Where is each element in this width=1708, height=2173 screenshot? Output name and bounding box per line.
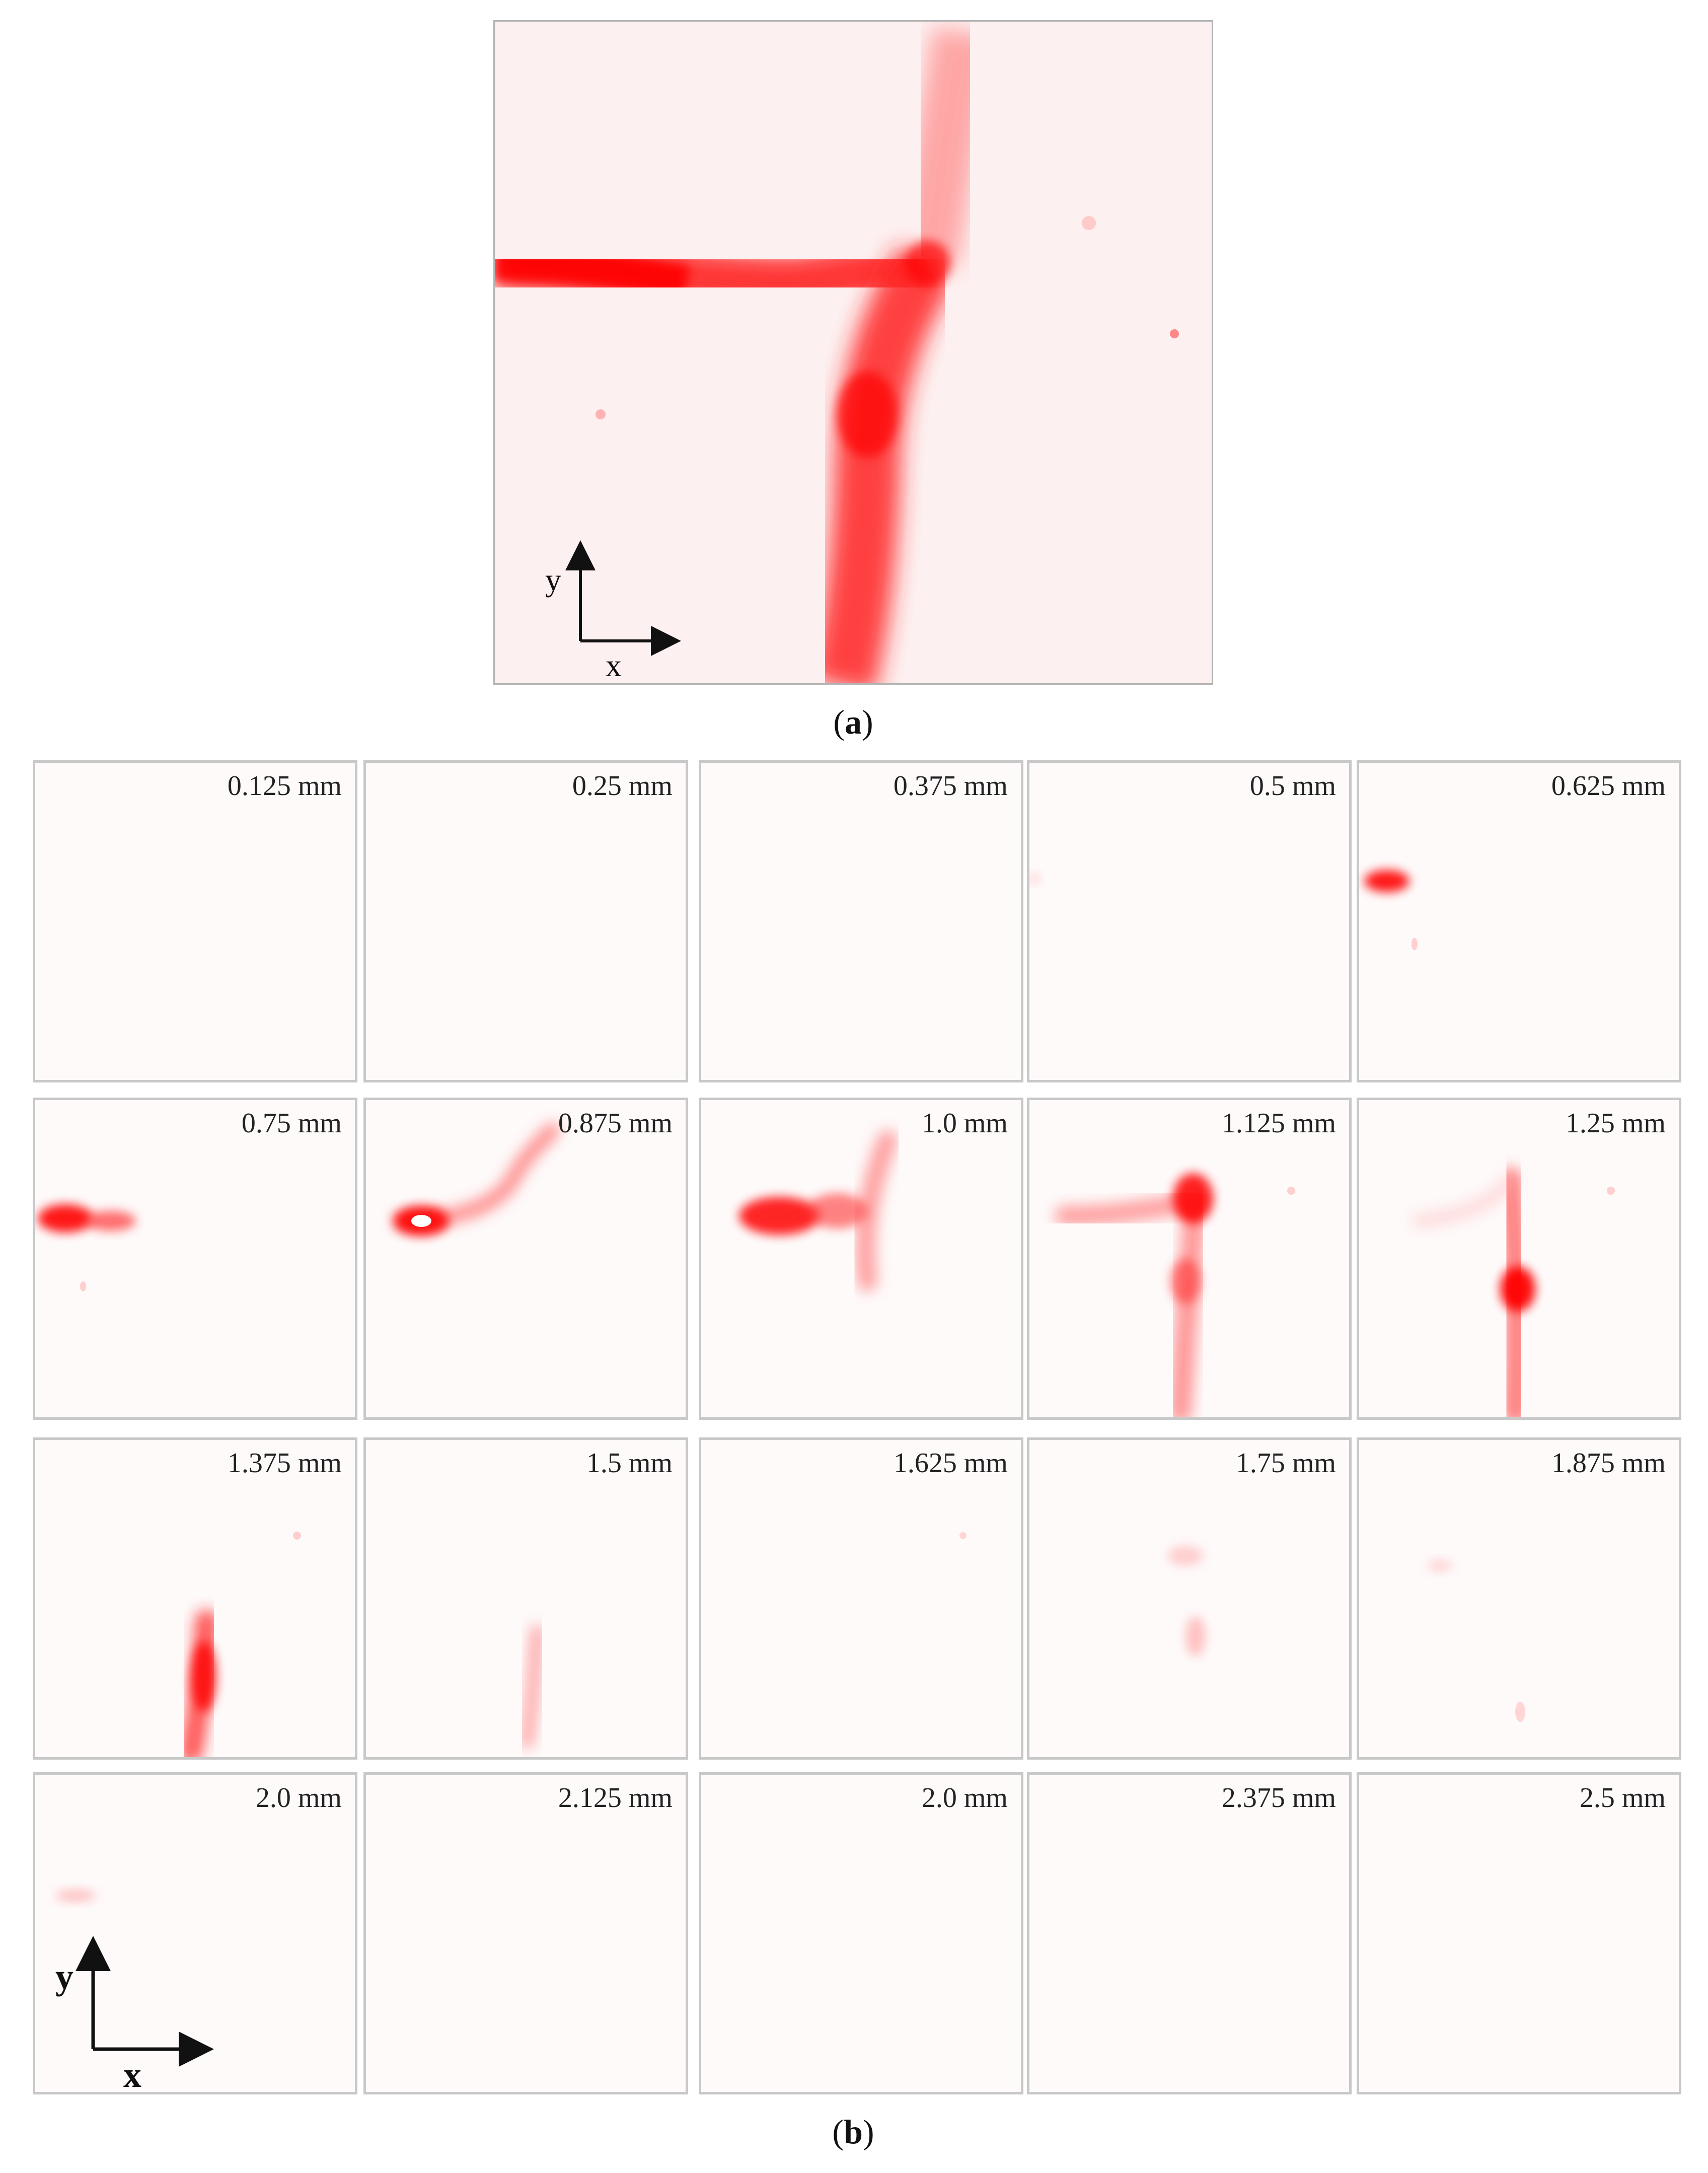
signal-spot (807, 1193, 867, 1228)
signal-spot (86, 1211, 136, 1231)
signal-spot (1185, 1616, 1206, 1656)
depth-label: 2.0 mm (921, 1782, 1008, 1814)
slice-image (394, 1123, 560, 1236)
vertical-branch-signal (810, 245, 955, 683)
depth-slice-tile: 2.375 mm (1027, 1772, 1352, 2094)
depth-slice-tile: 1.0 mm (699, 1098, 1023, 1420)
signal-spot (1170, 1259, 1201, 1304)
depth-label: 0.5 mm (1249, 770, 1336, 802)
signal-spot (293, 1532, 301, 1540)
depth-slice-tile: 1.25 mm (1357, 1098, 1681, 1420)
signal-spot (1173, 1173, 1213, 1223)
signal-spot (1607, 1187, 1615, 1195)
depth-slice-tile: 0.75 mm (33, 1098, 357, 1420)
depth-label: 2.5 mm (1579, 1782, 1666, 1814)
depth-label: 1.375 mm (227, 1447, 342, 1479)
slice-image (1427, 1560, 1525, 1722)
slice-image (701, 763, 1023, 1082)
upper-branch-signal (898, 27, 993, 268)
slice-image (1364, 870, 1418, 950)
slice-image (1029, 1775, 1352, 2094)
depth-slice-tile: 0.875 mm (363, 1098, 688, 1420)
x-axis-label: x (123, 2055, 141, 2094)
axis-indicator (76, 1936, 214, 2067)
depth-slice-tile: 1.125 mm (1027, 1098, 1352, 1420)
depth-slice-tile: 0.375 mm (699, 760, 1023, 1082)
signal-spot (1029, 874, 1039, 884)
slice-image (38, 1204, 136, 1291)
slice-image (366, 1775, 688, 2094)
signal-spot (191, 1641, 216, 1712)
signal-spot (38, 1204, 93, 1233)
depth-label: 0.125 mm (227, 770, 342, 802)
depth-label: 2.375 mm (1221, 1782, 1336, 1814)
signal-spot (1364, 870, 1409, 892)
signal-trace (855, 1130, 898, 1291)
panel-b-caption: (b) (832, 2113, 874, 2151)
depth-label: 2.125 mm (558, 1782, 673, 1814)
signal-spot (411, 1215, 431, 1227)
depth-slice-tile: 0.125 mm (33, 760, 357, 1082)
panel-a-fluorescence-map: y x (495, 27, 1179, 683)
depth-slice-tile: 2.5 mm (1357, 1772, 1681, 2094)
panel-a-caption: (a) (833, 703, 873, 741)
signal-spot (739, 1197, 820, 1235)
slice-image (521, 1625, 544, 1749)
depth-slice-tile: 2.125 mm (363, 1772, 688, 2094)
depth-label: 1.75 mm (1235, 1447, 1336, 1479)
signal-spot (1412, 938, 1418, 950)
slice-image (180, 1532, 301, 1757)
x-axis-label: x (606, 647, 622, 683)
y-axis-label: y (55, 1957, 73, 1997)
signal-spot (1515, 1702, 1525, 1722)
depth-label: 0.75 mm (241, 1108, 342, 1139)
depth-slice-tile: 1.375 mm (33, 1437, 357, 1760)
depth-slice-tile: 2.0 mm (699, 1772, 1023, 2094)
depth-label: 1.25 mm (1565, 1108, 1666, 1139)
depth-label: 1.625 mm (893, 1447, 1008, 1479)
slice-image (701, 1775, 1023, 2094)
slice-image (366, 763, 688, 1082)
signal-trace (521, 1625, 544, 1749)
depth-label: 0.625 mm (1551, 770, 1666, 802)
signal-trace (1412, 1173, 1518, 1228)
depth-label: 0.375 mm (893, 770, 1008, 802)
signal-spot (80, 1281, 86, 1291)
depth-slice-tile: 1.75 mm (1027, 1437, 1352, 1760)
depth-label: 2.0 mm (255, 1782, 342, 1814)
signal-spot (959, 1532, 967, 1539)
depth-slice-tile: 1.5 mm (363, 1437, 688, 1760)
depth-slice-tile: y x 2.0 mm (33, 1772, 357, 2094)
panel-a-image: y x (493, 20, 1213, 685)
slice-image: yx (55, 1890, 214, 2094)
signal-spot (1427, 1560, 1452, 1572)
slice-image (959, 1532, 967, 1539)
signal-spot (1287, 1187, 1295, 1195)
depth-label: 1.125 mm (1221, 1108, 1336, 1139)
depth-slice-tile: 1.875 mm (1357, 1437, 1681, 1760)
depth-slice-tile: 1.625 mm (699, 1437, 1023, 1760)
depth-slice-tile: 0.25 mm (363, 760, 688, 1082)
depth-slice-tile: 0.5 mm (1027, 760, 1352, 1082)
y-axis-label: y (545, 562, 561, 598)
slice-image (1359, 1775, 1681, 2094)
depth-label: 0.875 mm (558, 1108, 673, 1139)
slice-image (739, 1130, 898, 1291)
slice-image (1412, 1168, 1615, 1417)
signal-spot (55, 1890, 96, 1902)
slice-image (1168, 1546, 1206, 1656)
depth-label: 0.25 mm (572, 770, 673, 802)
slice-image (1029, 874, 1039, 884)
signal-trace (1169, 1189, 1207, 1417)
slice-image (1055, 1173, 1295, 1417)
depth-label: 1.5 mm (586, 1447, 673, 1479)
signal-spot (1168, 1546, 1203, 1566)
depth-label: 1.0 mm (921, 1108, 1008, 1139)
depth-label: 1.875 mm (1551, 1447, 1666, 1479)
depth-slice-tile: 0.625 mm (1357, 760, 1681, 1082)
signal-spot (1500, 1266, 1535, 1312)
slice-image (35, 763, 357, 1082)
